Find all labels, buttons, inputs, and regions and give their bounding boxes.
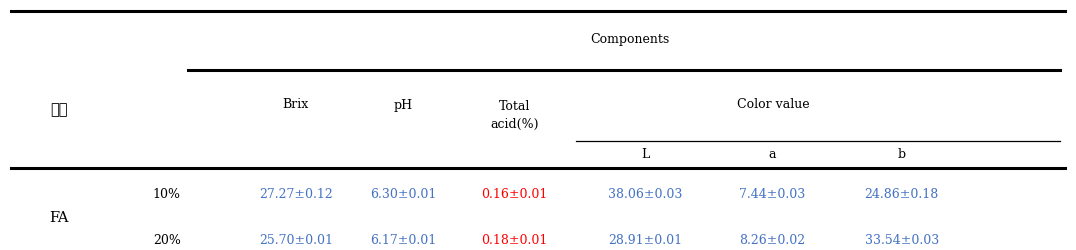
Text: 24.86±0.18: 24.86±0.18 (864, 188, 939, 202)
Text: 6.17±0.01: 6.17±0.01 (370, 234, 437, 246)
Text: 식혀: 식혀 (51, 103, 68, 117)
Text: L: L (641, 148, 650, 162)
Text: Components: Components (590, 34, 669, 46)
Text: 0.18±0.01: 0.18±0.01 (481, 234, 548, 246)
Text: Brix: Brix (283, 98, 309, 112)
Text: 10%: 10% (153, 188, 181, 202)
Text: b: b (897, 148, 906, 162)
Text: Color value: Color value (737, 98, 810, 112)
Text: 33.54±0.03: 33.54±0.03 (864, 234, 939, 246)
Text: 28.91±0.01: 28.91±0.01 (609, 234, 682, 246)
Text: 7.44±0.03: 7.44±0.03 (739, 188, 806, 202)
Text: 0.16±0.01: 0.16±0.01 (481, 188, 548, 202)
Text: Total
acid(%): Total acid(%) (490, 100, 539, 130)
Text: FA: FA (49, 210, 69, 224)
Text: 27.27±0.12: 27.27±0.12 (259, 188, 332, 202)
Text: 25.70±0.01: 25.70±0.01 (259, 234, 332, 246)
Text: 38.06±0.03: 38.06±0.03 (608, 188, 683, 202)
Text: pH: pH (394, 98, 413, 112)
Text: 8.26±0.02: 8.26±0.02 (739, 234, 806, 246)
Text: 6.30±0.01: 6.30±0.01 (370, 188, 437, 202)
Text: 20%: 20% (153, 234, 181, 246)
Text: a: a (769, 148, 776, 162)
